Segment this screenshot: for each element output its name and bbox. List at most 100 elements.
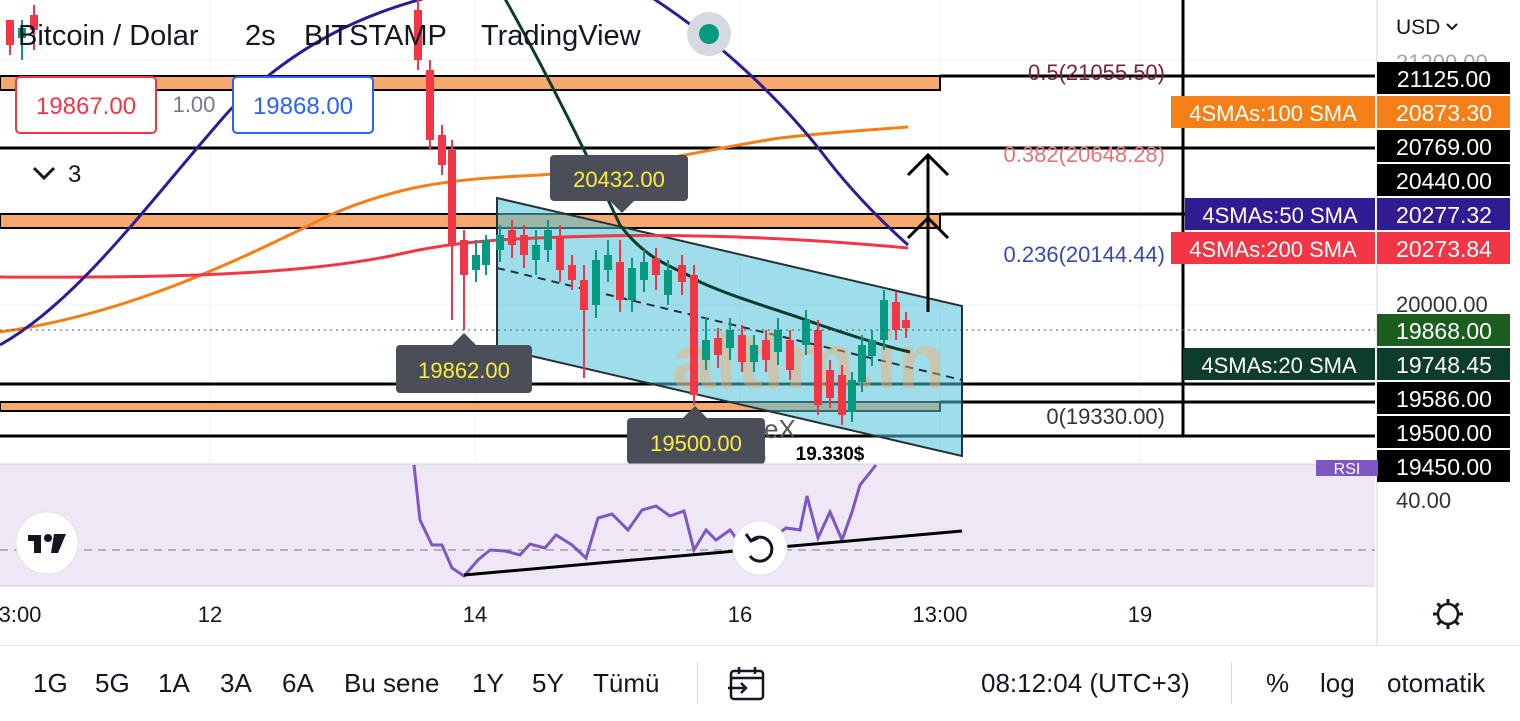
percent-toggle[interactable]: % bbox=[1266, 668, 1290, 698]
range-tumu[interactable]: Tümü bbox=[593, 668, 660, 698]
svg-text:4SMAs:50 SMA: 4SMAs:50 SMA bbox=[1202, 203, 1358, 228]
candle bbox=[496, 225, 504, 262]
clock-timezone[interactable]: 08:12:04 (UTC+3) bbox=[981, 668, 1190, 698]
candle bbox=[438, 125, 446, 175]
settings-gear-icon[interactable] bbox=[1433, 599, 1463, 629]
resistance-zone-2 bbox=[0, 213, 941, 229]
candle bbox=[880, 290, 888, 350]
tradingview-logo-icon[interactable] bbox=[15, 511, 79, 575]
range-6a[interactable]: 6A bbox=[282, 668, 314, 698]
buy-button[interactable]: 19868.00 bbox=[232, 76, 374, 134]
candle bbox=[568, 255, 576, 290]
reset-chart-button[interactable] bbox=[732, 520, 788, 576]
range-5g[interactable]: 5G bbox=[95, 668, 130, 698]
log-toggle[interactable]: log bbox=[1320, 668, 1355, 698]
candle bbox=[714, 328, 722, 368]
range-1g[interactable]: 1G bbox=[33, 668, 68, 698]
svg-text:20277.32: 20277.32 bbox=[1396, 202, 1492, 228]
candle bbox=[664, 260, 672, 305]
range-3a[interactable]: 3A bbox=[220, 668, 252, 698]
candle bbox=[892, 292, 900, 340]
sma-tag: 4SMAs:200 SMA bbox=[1171, 232, 1375, 264]
svg-text:19500.00: 19500.00 bbox=[1396, 420, 1492, 446]
svg-text:4SMAs:200 SMA: 4SMAs:200 SMA bbox=[1189, 237, 1357, 262]
price-axis-label: 19500.00 bbox=[1377, 416, 1510, 448]
market-status-icon[interactable] bbox=[687, 12, 731, 56]
price-tick-20000: 20000.00 bbox=[1396, 292, 1488, 317]
candle bbox=[482, 235, 490, 275]
range-bu-sene[interactable]: Bu sene bbox=[344, 668, 440, 698]
time-tick: 13:00 bbox=[912, 602, 967, 627]
candle bbox=[556, 225, 564, 282]
rsi-tick-40: 40.00 bbox=[1396, 488, 1451, 513]
candle bbox=[628, 258, 636, 312]
range-1a[interactable]: 1A bbox=[158, 668, 190, 698]
time-axis[interactable]: 3:00 12 14 16 13:00 19 bbox=[0, 602, 1152, 627]
fib-0236-label: 0.236(20144.44) bbox=[1004, 242, 1165, 267]
svg-text:RSI: RSI bbox=[1334, 461, 1361, 478]
sma-tag: 4SMAs:100 SMA bbox=[1171, 96, 1375, 128]
price-axis-label: 20440.00 bbox=[1377, 164, 1510, 196]
toolbar-separator bbox=[1231, 662, 1232, 704]
chevron-down-icon bbox=[1446, 23, 1458, 31]
candle bbox=[738, 325, 746, 372]
candle bbox=[838, 365, 846, 425]
sell-button[interactable]: 19867.00 bbox=[15, 76, 157, 134]
svg-text:4SMAs:100 SMA: 4SMAs:100 SMA bbox=[1189, 101, 1357, 126]
rsi-line bbox=[412, 464, 878, 578]
auto-scale-toggle[interactable]: otomatik bbox=[1387, 668, 1486, 698]
time-tick: 19 bbox=[1128, 602, 1152, 627]
svg-text:19862.00: 19862.00 bbox=[418, 358, 510, 383]
svg-text:19450.00: 19450.00 bbox=[1396, 454, 1492, 480]
price-axis-labels: 21125.00 20873.30 20769.00 20440.00 20277.32… bbox=[1377, 62, 1510, 482]
candle bbox=[802, 310, 810, 355]
svg-text:3: 3 bbox=[68, 161, 81, 188]
indicators-toggle[interactable]: 3 bbox=[32, 161, 81, 188]
svg-text:20769.00: 20769.00 bbox=[1396, 134, 1492, 160]
candle bbox=[858, 335, 866, 392]
currency-selector[interactable]: USD bbox=[1396, 16, 1458, 39]
svg-text:4SMAs:20 SMA: 4SMAs:20 SMA bbox=[1201, 353, 1357, 378]
candle bbox=[868, 330, 876, 366]
calendar-icon[interactable] bbox=[728, 666, 766, 702]
svg-text:USD: USD bbox=[1396, 16, 1440, 39]
candle bbox=[604, 240, 612, 282]
candle bbox=[750, 335, 758, 372]
candle bbox=[460, 230, 468, 330]
range-5y[interactable]: 5Y bbox=[532, 668, 564, 698]
svg-text:20873.30: 20873.30 bbox=[1396, 100, 1492, 126]
exchange-label: BITSTAMP bbox=[304, 20, 447, 52]
price-axis-label: 20873.30 bbox=[1377, 96, 1510, 128]
candle bbox=[678, 255, 686, 295]
price-axis-label: 21125.00 bbox=[1377, 62, 1510, 94]
svg-text:21125.00: 21125.00 bbox=[1397, 66, 1491, 92]
rsi-tag: RSI bbox=[1316, 460, 1378, 478]
price-axis-label: 20277.32 bbox=[1377, 198, 1510, 230]
candle bbox=[848, 372, 856, 422]
svg-text:20432.00: 20432.00 bbox=[573, 167, 665, 192]
time-tick: 14 bbox=[463, 602, 487, 627]
time-tick: 3:00 bbox=[0, 602, 41, 627]
candle bbox=[826, 360, 834, 408]
sma-tags: 4SMAs:100 SMA 4SMAs:50 SMA 4SMAs:200 SMA 4S… bbox=[1171, 96, 1375, 380]
candle bbox=[786, 330, 794, 380]
quantity-label[interactable]: 1.00 bbox=[173, 92, 216, 117]
candle bbox=[544, 220, 552, 262]
price-axis-label: 20273.84 bbox=[1377, 232, 1510, 264]
price-axis-label: 19868.00 bbox=[1377, 314, 1510, 346]
candle bbox=[18, 20, 26, 60]
price-axis-label: 20769.00 bbox=[1377, 130, 1510, 162]
bottom-toolbar: 1G 5G 1A 3A 6A Bu sene 1Y 5Y Tümü 08:12:… bbox=[0, 645, 1520, 721]
low-callout-2: 19500.00 bbox=[627, 406, 765, 464]
svg-text:19748.45: 19748.45 bbox=[1396, 352, 1492, 378]
interval-label[interactable]: 2s bbox=[245, 20, 276, 52]
candle bbox=[580, 265, 588, 378]
candle bbox=[448, 140, 456, 320]
candle bbox=[520, 225, 528, 268]
candle bbox=[6, 20, 14, 55]
candle bbox=[774, 318, 782, 365]
symbol-title[interactable]: Bitcoin / Dolar bbox=[18, 20, 199, 52]
rsi-trendline bbox=[463, 529, 963, 577]
range-1y[interactable]: 1Y bbox=[472, 668, 504, 698]
